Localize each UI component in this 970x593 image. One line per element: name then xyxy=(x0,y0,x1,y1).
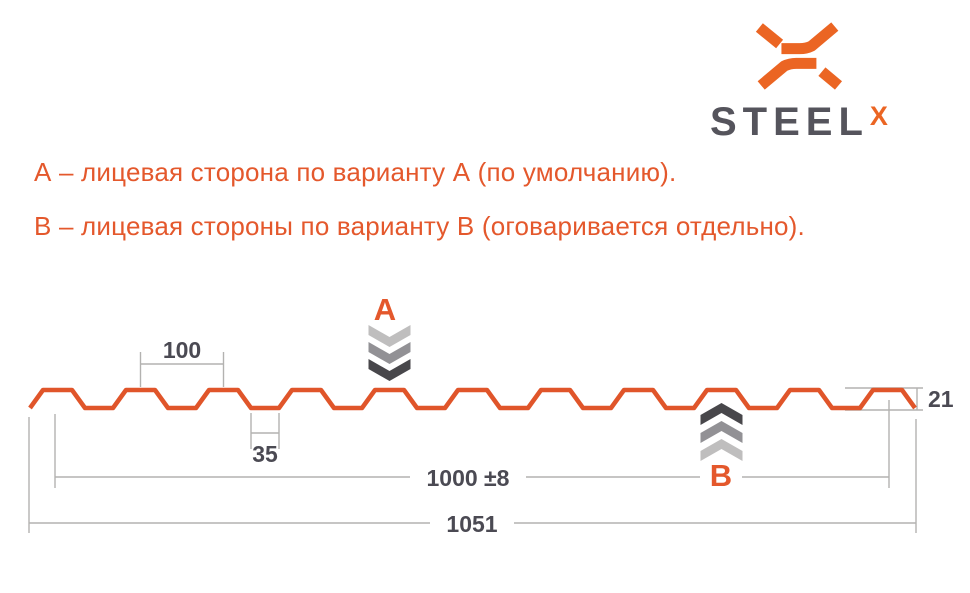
legend-line-variant-a: А – лицевая сторона по варианту А (по ум… xyxy=(34,157,677,187)
logo-arm-bottom-right xyxy=(818,67,843,90)
side-a-label: A xyxy=(374,292,396,327)
logo-wordmark: STEELX xyxy=(710,102,888,142)
logo-brand-superscript-x: X xyxy=(869,101,888,131)
profile-outline xyxy=(28,387,917,411)
logo-hook-upper xyxy=(781,22,839,55)
dim-valley-width-value: 35 xyxy=(252,441,278,467)
legend-line-variant-b: В – лицевая стороны по варианту В (огова… xyxy=(34,211,805,241)
dim-pitch-value: 100 xyxy=(163,337,201,363)
side-a-marker: A xyxy=(368,292,411,381)
dim-overall-width-value: 1051 xyxy=(446,511,497,537)
dim-height-value: 21 xyxy=(928,386,954,412)
dim-pitch: 100 xyxy=(139,337,225,387)
side-b-chevron-up-icon xyxy=(700,403,743,461)
steelx-logo: STEELX xyxy=(700,18,940,144)
logo-hook-lower xyxy=(757,57,817,90)
logo-arm-top-left xyxy=(755,23,784,49)
dim-valley-width: 35 xyxy=(250,413,280,467)
steelx-logo-icon xyxy=(755,22,843,90)
dim-overall-width: 1051 xyxy=(28,417,917,537)
side-a-chevron-down-icon xyxy=(368,325,411,381)
side-b-label: B xyxy=(710,458,732,493)
side-b-marker: B xyxy=(700,403,743,493)
dim-working-width: 1000 ±8 xyxy=(54,400,890,491)
logo-brand-text: STEEL xyxy=(710,100,869,144)
dim-working-width-value: 1000 ±8 xyxy=(427,465,510,491)
